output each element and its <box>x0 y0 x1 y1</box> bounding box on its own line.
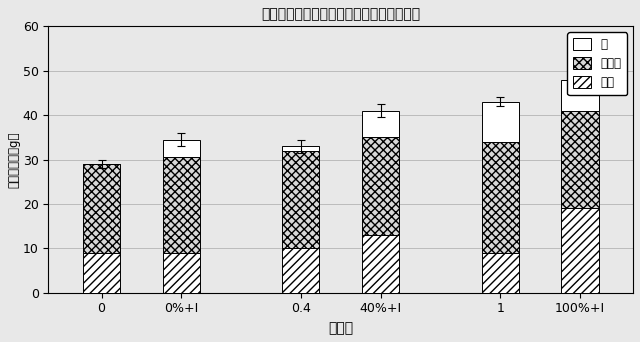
Bar <box>282 150 319 248</box>
Bar <box>282 146 319 150</box>
Bar <box>481 102 519 142</box>
Bar <box>83 164 120 253</box>
Bar <box>163 157 200 253</box>
X-axis label: 処理区: 処理区 <box>328 321 353 335</box>
Legend: 穂, 茎葉部, 根部: 穂, 茎葉部, 根部 <box>567 32 627 95</box>
Bar <box>362 235 399 293</box>
Bar <box>561 111 598 208</box>
Bar <box>561 80 598 111</box>
Bar <box>362 137 399 235</box>
Y-axis label: 乾物蓄積量（g）: 乾物蓄積量（g） <box>7 131 20 188</box>
Bar <box>163 253 200 293</box>
Bar <box>481 142 519 253</box>
Title: ポット試験における各処理区の乾物蓄積量: ポット試験における各処理区の乾物蓄積量 <box>261 7 420 21</box>
Bar <box>362 111 399 137</box>
Bar <box>282 248 319 293</box>
Bar <box>561 208 598 293</box>
Bar <box>83 253 120 293</box>
Bar <box>481 253 519 293</box>
Bar <box>163 140 200 157</box>
